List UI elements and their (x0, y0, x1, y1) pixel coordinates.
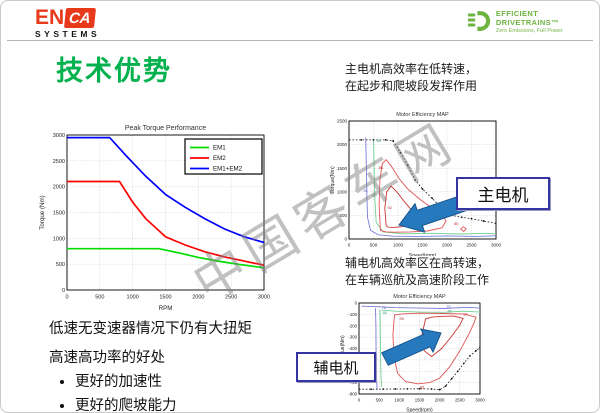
svg-text:3000: 3000 (491, 243, 502, 248)
svg-text:2000: 2000 (53, 185, 65, 191)
ed-logo-icon (467, 11, 491, 31)
svg-text:90: 90 (400, 316, 405, 321)
svg-text:2000: 2000 (442, 243, 453, 248)
svg-text:1500: 1500 (417, 243, 428, 248)
svg-text:500: 500 (95, 295, 104, 301)
svg-text:Torque(Nm): Torque(Nm) (330, 166, 336, 194)
ed-logo: EFFICIENT DRIVETRAINS™ Zero Emissions, F… (467, 8, 599, 34)
svg-text:92: 92 (387, 205, 392, 210)
svg-text:85: 85 (420, 385, 425, 390)
svg-text:85: 85 (454, 221, 459, 226)
svg-text:EM2: EM2 (213, 155, 226, 162)
benefit-item: 更好的爬坡能力 (75, 394, 252, 412)
svg-text:1500: 1500 (159, 295, 171, 301)
svg-text:-700: -700 (348, 380, 357, 385)
svg-text:2000: 2000 (337, 142, 348, 147)
page-title: 技术优势 (56, 56, 172, 86)
svg-text:500: 500 (370, 243, 378, 248)
svg-text:2000: 2000 (435, 397, 445, 402)
svg-text:2500: 2500 (455, 397, 465, 402)
svg-text:2500: 2500 (225, 295, 237, 301)
ed-logo-title: EFFICIENT DRIVETRAINS™ (495, 8, 559, 27)
torque-benefit-text: 低速无变速器情况下仍有大扭矩 (49, 321, 252, 337)
svg-text:2500: 2500 (466, 243, 477, 248)
svg-text:1000: 1000 (395, 397, 405, 402)
svg-text:2500: 2500 (53, 159, 65, 165)
svg-text:-400: -400 (348, 346, 357, 351)
svg-text:80: 80 (377, 138, 382, 143)
svg-text:500: 500 (376, 397, 384, 402)
svg-text:RPM: RPM (159, 305, 173, 312)
svg-text:1000: 1000 (127, 295, 139, 301)
svg-text:Motor Efficiency MAP: Motor Efficiency MAP (396, 112, 449, 118)
svg-text:3000: 3000 (53, 133, 65, 139)
svg-text:70: 70 (382, 305, 387, 310)
svg-text:2000: 2000 (192, 295, 204, 301)
header-divider (7, 40, 593, 41)
motor-efficiency-map-1: 0 500 1000 1500 2000 2500 3000 0 500 1000 1500 2000… (330, 112, 502, 256)
svg-text:80: 80 (383, 310, 388, 315)
svg-text:Torque(Nm): Torque(Nm) (340, 335, 346, 362)
svg-text:0: 0 (355, 301, 358, 306)
peak-torque-chart: 0 500 1000 1500 2000 2500 3000 0 500 1000 1500 2000… (39, 125, 270, 312)
svg-text:3000: 3000 (258, 295, 270, 301)
enca-logo-subtext: SYSTEMS (35, 29, 101, 39)
main-motor-callout: 主电机 (456, 177, 550, 210)
svg-text:70: 70 (363, 188, 368, 193)
svg-text:1500: 1500 (337, 166, 348, 171)
enca-logo: EN CA SYSTEMS (35, 7, 100, 39)
svg-text:1000: 1000 (337, 189, 348, 194)
svg-text:EM1: EM1 (213, 145, 226, 152)
svg-text:3000: 3000 (475, 397, 485, 402)
svg-text:-200: -200 (348, 323, 357, 328)
svg-text:1000: 1000 (53, 236, 65, 242)
svg-text:1500: 1500 (415, 397, 425, 402)
svg-text:80: 80 (372, 193, 377, 198)
power-benefit-heading: 高速高功率的好处 (49, 350, 165, 366)
svg-text:70: 70 (446, 304, 451, 309)
ed-logo-tagline: Zero Emissions, Full Power (495, 27, 563, 34)
benefit-item: 更好的加速性 (75, 370, 252, 391)
svg-text:92: 92 (463, 311, 468, 316)
svg-text:Speed(rpm): Speed(rpm) (406, 408, 433, 413)
svg-text:0: 0 (348, 243, 351, 248)
svg-text:85: 85 (379, 165, 384, 170)
svg-text:0: 0 (344, 237, 347, 242)
svg-text:0: 0 (358, 397, 361, 402)
svg-text:2500: 2500 (337, 119, 348, 124)
ed-logo-text: EFFICIENT DRIVETRAINS™ Zero Emissions, F… (496, 9, 599, 34)
svg-text:EM1+EM2: EM1+EM2 (213, 166, 243, 173)
benefit-list: 更好的加速性 更好的爬坡能力 (49, 370, 252, 412)
aux-motor-note: 辅电机高效率区在高转速，在车辆巡航及高速阶段工作 (345, 256, 490, 287)
svg-text:1500: 1500 (53, 210, 65, 216)
main-motor-note: 主电机高效率在低转速，在起步和爬坡段发挥作用 (345, 62, 478, 93)
aux-motor-arrow-icon (381, 328, 442, 366)
svg-text:-100: -100 (348, 312, 357, 317)
svg-text:Motor Efficiency MAP: Motor Efficiency MAP (393, 294, 446, 300)
svg-text:500: 500 (56, 262, 65, 268)
enca-logo-mark: CA (64, 7, 96, 28)
bottom-text-block: 低速无变速器情况下仍有大扭矩 高速高功率的好处 更好的加速性 更好的爬坡能力 (49, 317, 252, 412)
svg-text:1000: 1000 (393, 243, 404, 248)
svg-text:80: 80 (448, 308, 453, 313)
svg-text:0: 0 (65, 295, 68, 301)
svg-text:Speed(rpm): Speed(rpm) (409, 253, 437, 256)
enca-logo-text: EN (35, 6, 65, 29)
svg-text:Peak Torque Performance: Peak Torque Performance (125, 125, 206, 132)
svg-text:-800: -800 (348, 392, 357, 397)
svg-text:Torque (Nm): Torque (Nm) (39, 195, 46, 229)
svg-text:500: 500 (339, 213, 347, 218)
aux-motor-callout: 辅电机 (296, 352, 376, 382)
svg-text:0: 0 (62, 288, 65, 294)
svg-text:-300: -300 (348, 335, 357, 340)
